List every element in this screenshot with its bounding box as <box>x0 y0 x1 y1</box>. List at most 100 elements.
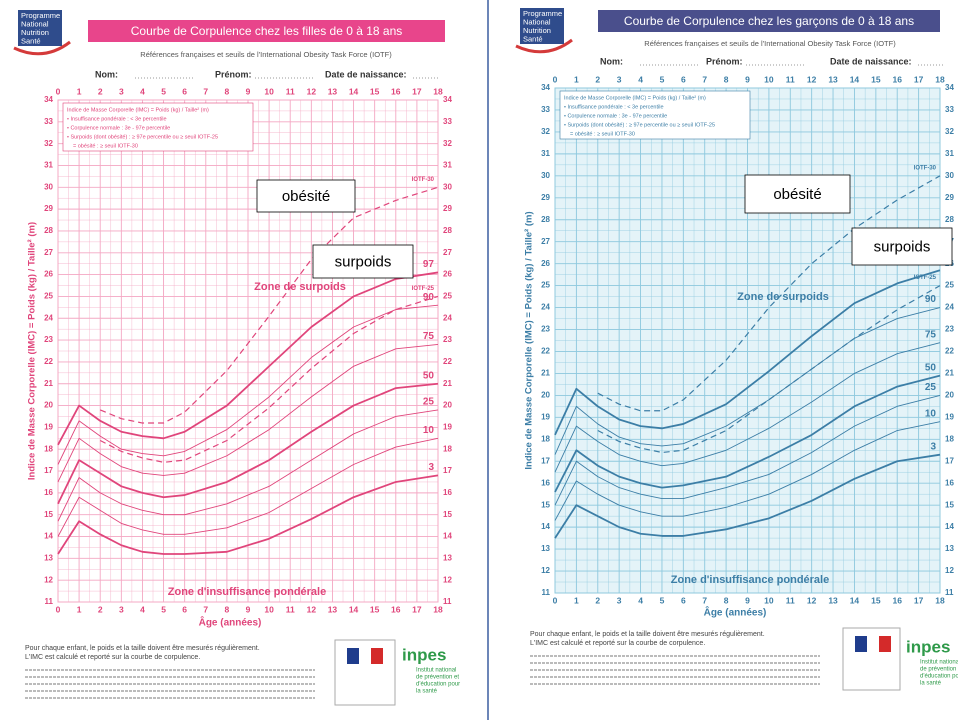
chart-title: Courbe de Corpulence chez les garçons de… <box>624 14 914 28</box>
y-tick-label: 14 <box>44 532 53 541</box>
x-tick-label: 15 <box>370 604 380 614</box>
legend-box <box>559 90 751 140</box>
y-tick-label: 29 <box>44 204 53 213</box>
x-tick-label: 8 <box>225 86 230 96</box>
y-tick-label: 30 <box>443 182 452 191</box>
x-tick-label: 6 <box>681 74 686 84</box>
percentile-line <box>554 269 941 436</box>
x-tick-label: 5 <box>660 74 665 84</box>
x-tick-label: 15 <box>871 595 881 605</box>
y-tick-label: 11 <box>945 588 954 597</box>
flag-red <box>879 636 891 652</box>
y-tick-label: 29 <box>443 204 452 213</box>
y-tick-label: 23 <box>44 335 53 344</box>
flag-blue <box>347 648 359 664</box>
percentile-line <box>57 382 439 505</box>
y-axis-label: Indice de Masse Corporelle (IMC) = Poids… <box>524 211 535 469</box>
x-tick-label: 7 <box>203 604 208 614</box>
y-tick-label: 31 <box>541 149 550 158</box>
y-tick-label: 24 <box>541 303 550 312</box>
series-label: 75 <box>423 331 435 342</box>
y-tick-label: 21 <box>443 379 452 388</box>
percentile-line <box>99 186 439 424</box>
annotation: surpoids <box>874 238 931 255</box>
x-tick-label: 11 <box>786 595 795 605</box>
y-tick-label: 24 <box>945 303 954 312</box>
y-tick-label: 12 <box>945 566 954 575</box>
field-label: Prénom: <box>215 69 252 79</box>
inpes-text: de prévention et <box>920 667 958 673</box>
logo-box <box>520 8 564 44</box>
x-tick-label: 15 <box>871 74 881 84</box>
y-tick-label: 13 <box>945 544 954 553</box>
x-tick-label: 0 <box>56 86 61 96</box>
y-tick-label: 31 <box>44 161 53 170</box>
title-bar <box>598 10 940 32</box>
x-tick-label: 9 <box>246 604 251 614</box>
x-tick-label: 13 <box>328 86 338 96</box>
y-tick-label: 17 <box>541 456 550 465</box>
x-tick-label: 16 <box>892 74 902 84</box>
legend-text: = obésité : ≥ seuil IOTF-30 <box>73 143 138 149</box>
x-tick-label: 10 <box>264 86 274 96</box>
x-tick-label: 11 <box>786 74 795 84</box>
x-tick-label: 4 <box>140 86 145 96</box>
y-tick-label: 33 <box>443 117 452 126</box>
y-tick-label: 21 <box>44 379 53 388</box>
footer-text: L'IMC est calculé et reporté sur la cour… <box>25 654 200 661</box>
x-tick-label: 13 <box>328 604 338 614</box>
inpes-logo: inpes <box>402 645 446 664</box>
subtitle: Références françaises et seuils de l'Int… <box>140 50 392 59</box>
y-tick-label: 31 <box>443 161 452 170</box>
field-label: Date de naissance: <box>830 56 912 66</box>
percentile-line <box>597 285 941 454</box>
percentile-line <box>597 175 941 412</box>
legend-text: • Corpulence normale : 3e - 97e percenti… <box>564 113 667 119</box>
x-tick-label: 18 <box>935 74 945 84</box>
y-tick-label: 14 <box>945 522 954 531</box>
field-label: Prénom: <box>706 56 743 66</box>
zone-label: Zone d'insuffisance pondérale <box>671 574 829 586</box>
y-tick-label: 20 <box>945 391 954 400</box>
x-tick-label: 11 <box>286 604 295 614</box>
y-tick-label: 34 <box>443 95 452 104</box>
y-tick-label: 11 <box>443 597 452 606</box>
y-tick-label: 13 <box>443 553 452 562</box>
x-tick-label: 7 <box>702 595 707 605</box>
percentile-line <box>57 474 439 555</box>
legend-text: Indice de Masse Corporelle (IMC) = Poids… <box>67 107 209 113</box>
annotation: surpoids <box>335 253 392 270</box>
annotation-box <box>256 179 356 213</box>
y-tick-label: 22 <box>945 347 954 356</box>
x-tick-label: 13 <box>828 74 838 84</box>
x-tick-label: 9 <box>745 595 750 605</box>
y-tick-label: 25 <box>541 281 550 290</box>
x-tick-label: 12 <box>807 74 817 84</box>
x-tick-label: 6 <box>182 86 187 96</box>
inpes-text: d'éducation pour <box>416 682 460 688</box>
y-tick-label: 34 <box>44 95 53 104</box>
x-tick-label: 11 <box>286 86 295 96</box>
percentile-line <box>554 342 941 473</box>
x-tick-label: 1 <box>77 86 82 96</box>
legend-text: • Surpoids (dont obésité) : ≥ 97e percen… <box>67 134 218 140</box>
y-tick-label: 15 <box>44 510 53 519</box>
legend-text: • Surpoids (dont obésité) : ≥ 97e percen… <box>564 122 715 128</box>
y-tick-label: 16 <box>945 478 954 487</box>
series-label: 25 <box>423 397 435 408</box>
x-tick-label: 17 <box>914 595 924 605</box>
x-tick-label: 15 <box>370 86 380 96</box>
series-label: 3 <box>428 462 434 473</box>
y-tick-label: 32 <box>541 127 550 136</box>
x-tick-label: 3 <box>617 595 622 605</box>
y-tick-label: 30 <box>945 171 954 180</box>
y-tick-label: 29 <box>541 193 550 202</box>
series-label: 90 <box>423 292 435 303</box>
x-tick-label: 0 <box>553 74 558 84</box>
series-label: 25 <box>925 382 937 393</box>
logo-text: Santé <box>21 36 41 45</box>
y-tick-label: 24 <box>44 313 53 322</box>
y-tick-label: 30 <box>541 171 550 180</box>
